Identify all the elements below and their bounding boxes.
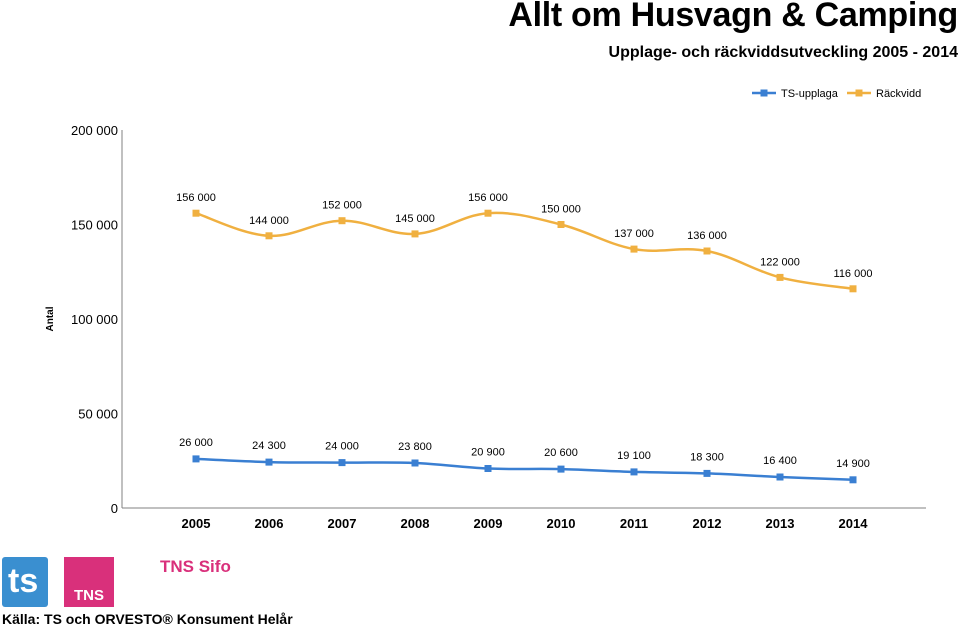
x-tick-label: 2013 <box>766 516 795 531</box>
data-label: 19 100 <box>617 450 651 462</box>
data-label: 156 000 <box>176 192 216 204</box>
data-point-marker <box>411 459 419 467</box>
data-point-marker <box>192 455 200 463</box>
data-label: 156 000 <box>468 192 508 204</box>
data-label: 26 000 <box>179 437 213 449</box>
x-tick-label: 2011 <box>620 516 648 531</box>
y-tick-label: 150 000 <box>71 218 118 233</box>
data-point-marker <box>776 473 784 481</box>
data-label: 14 900 <box>836 458 870 470</box>
data-point-marker <box>849 285 857 293</box>
data-label: 20 600 <box>544 447 578 459</box>
data-point-marker <box>338 459 346 467</box>
data-point-marker <box>557 465 565 473</box>
ts-logo-text: ts <box>8 562 39 600</box>
x-tick-label: 2012 <box>693 516 722 531</box>
x-tick-label: 2014 <box>839 516 869 531</box>
data-point-marker <box>265 458 273 466</box>
y-tick-label: 100 000 <box>71 312 118 327</box>
data-label: 23 800 <box>398 441 432 453</box>
data-point-marker <box>484 209 492 217</box>
data-label: 145 000 <box>395 213 435 225</box>
data-label: 137 000 <box>614 228 654 240</box>
data-label: 152 000 <box>322 200 362 212</box>
data-point-marker <box>776 273 784 281</box>
data-point-marker <box>338 217 346 225</box>
legend-label-1: Räckvidd <box>876 88 921 100</box>
source-note: Källa: TS och ORVESTO® Konsument Helår <box>2 611 293 627</box>
legend-marker-0 <box>760 89 768 97</box>
logo-strip: ts TNS TNS Sifo <box>0 555 260 609</box>
legend-label-0: TS-upplaga <box>781 88 839 100</box>
series-line-0 <box>195 457 854 482</box>
tns-sifo-logo: TNS Sifo <box>160 557 231 576</box>
data-label: 116 000 <box>834 268 873 280</box>
data-label: 24 300 <box>252 440 286 452</box>
x-tick-label: 2005 <box>182 516 211 531</box>
data-point-marker <box>630 245 638 253</box>
tns-logo: TNS <box>64 557 114 607</box>
ts-logo: ts <box>2 557 48 607</box>
x-tick-label: 2007 <box>328 516 357 531</box>
data-point-marker <box>484 465 492 472</box>
data-label: 24 000 <box>325 441 359 453</box>
data-label: 16 400 <box>763 455 797 467</box>
page-title: Allt om Husvagn & Camping <box>508 0 958 34</box>
x-tick-label: 2008 <box>401 516 430 531</box>
data-label: 136 000 <box>687 230 727 242</box>
x-tick-label: 2010 <box>547 516 576 531</box>
line-chart: 0 50 000 100 000 150 000 200 000 Antal 2005 200… <box>45 88 926 531</box>
legend-marker-1 <box>855 89 863 97</box>
y-tick-label: 0 <box>111 501 118 516</box>
tns-logo-text: TNS <box>74 587 104 604</box>
data-label: 150 000 <box>541 204 581 216</box>
series-line-1 <box>195 211 854 291</box>
data-label: 18 300 <box>690 451 724 463</box>
data-point-marker <box>557 221 565 228</box>
data-point-marker <box>192 209 200 217</box>
y-axis-title: Antal <box>45 306 56 331</box>
y-tick-label: 50 000 <box>78 407 118 422</box>
data-point-marker <box>703 247 711 255</box>
data-point-marker <box>849 476 857 484</box>
x-tick-label: 2006 <box>255 516 284 531</box>
x-tick-label: 2009 <box>474 516 503 531</box>
data-point-marker <box>411 230 419 238</box>
data-point-marker <box>630 468 638 476</box>
page-subtitle: Upplage- och räckviddsutveckling 2005 - … <box>608 44 958 61</box>
data-label: 20 900 <box>471 447 505 459</box>
data-label: 144 000 <box>249 215 289 227</box>
data-label: 122 000 <box>760 256 800 268</box>
y-tick-label: 200 000 <box>71 123 118 138</box>
data-point-marker <box>703 469 711 477</box>
data-point-marker <box>265 232 273 240</box>
